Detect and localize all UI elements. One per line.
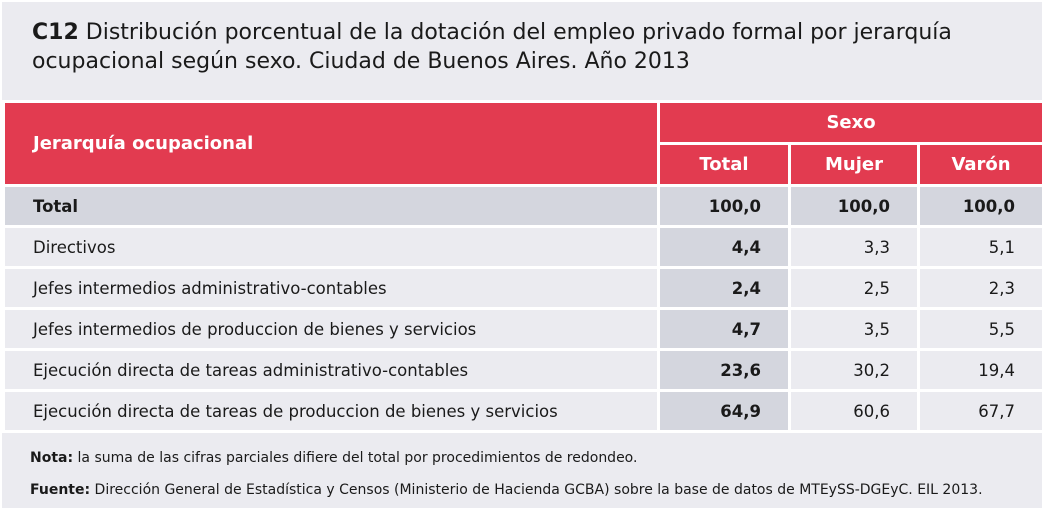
cell-total: 64,9 bbox=[657, 389, 791, 433]
fuente-text: Dirección General de Estadística y Censo… bbox=[94, 482, 983, 498]
table-row: Directivos 4,4 3,3 5,1 bbox=[2, 225, 1046, 269]
row-label: Jefes intermedios administrativo-contabl… bbox=[2, 266, 660, 310]
row-label: Ejecución directa de tareas de produccio… bbox=[2, 389, 660, 433]
cell-total: 4,4 bbox=[657, 225, 791, 269]
table-row: Jefes intermedios de produccion de biene… bbox=[2, 307, 1046, 351]
table-row: Ejecución directa de tareas administrati… bbox=[2, 348, 1046, 392]
table-row: Jefes intermedios administrativo-contabl… bbox=[2, 266, 1046, 310]
row-label: Jefes intermedios de produccion de biene… bbox=[2, 307, 660, 351]
row-label: Directivos bbox=[2, 225, 660, 269]
cell-varon: 2,3 bbox=[916, 266, 1046, 310]
group-header-sexo: Sexo bbox=[656, 100, 1046, 145]
table-title-text: Distribución porcentual de la dotación d… bbox=[32, 20, 952, 74]
cell-varon: 67,7 bbox=[916, 389, 1046, 433]
row-label: Total bbox=[2, 184, 660, 228]
nota-label: Nota: bbox=[30, 450, 74, 466]
column-header-total: Total bbox=[657, 142, 791, 187]
table-code: C12 bbox=[32, 20, 79, 45]
row-header: Jerarquía ocupacional bbox=[2, 100, 660, 187]
cell-mujer: 100,0 bbox=[788, 184, 920, 228]
nota-text: la suma de las cifras parciales difiere … bbox=[77, 450, 638, 466]
cell-varon: 5,5 bbox=[916, 307, 1046, 351]
cell-total: 23,6 bbox=[657, 348, 791, 392]
nota-line: Nota: la suma de las cifras parciales di… bbox=[30, 442, 1030, 474]
cell-total: 4,7 bbox=[657, 307, 791, 351]
table-title: C12 Distribución porcentual de la dotaci… bbox=[32, 18, 1022, 76]
cell-varon: 19,4 bbox=[916, 348, 1046, 392]
column-header-mujer: Mujer bbox=[788, 142, 920, 187]
row-label: Ejecución directa de tareas administrati… bbox=[2, 348, 660, 392]
cell-mujer: 3,3 bbox=[788, 225, 920, 269]
cell-mujer: 30,2 bbox=[788, 348, 920, 392]
cell-mujer: 60,6 bbox=[788, 389, 920, 433]
cell-varon: 100,0 bbox=[916, 184, 1046, 228]
cell-varon: 5,1 bbox=[916, 225, 1046, 269]
fuente-line: Fuente: Dirección General de Estadística… bbox=[30, 474, 1030, 506]
table-notes: Nota: la suma de las cifras parciales di… bbox=[30, 442, 1030, 506]
cell-mujer: 2,5 bbox=[788, 266, 920, 310]
data-table: Jerarquía ocupacional Sexo Total Mujer V… bbox=[2, 100, 1046, 433]
fuente-label: Fuente: bbox=[30, 482, 91, 498]
cell-total: 2,4 bbox=[657, 266, 791, 310]
column-header-varon: Varón bbox=[916, 142, 1046, 187]
table-row: Ejecución directa de tareas de produccio… bbox=[2, 389, 1046, 433]
table-row-total: Total 100,0 100,0 100,0 bbox=[2, 184, 1046, 228]
cell-mujer: 3,5 bbox=[788, 307, 920, 351]
cell-total: 100,0 bbox=[657, 184, 791, 228]
